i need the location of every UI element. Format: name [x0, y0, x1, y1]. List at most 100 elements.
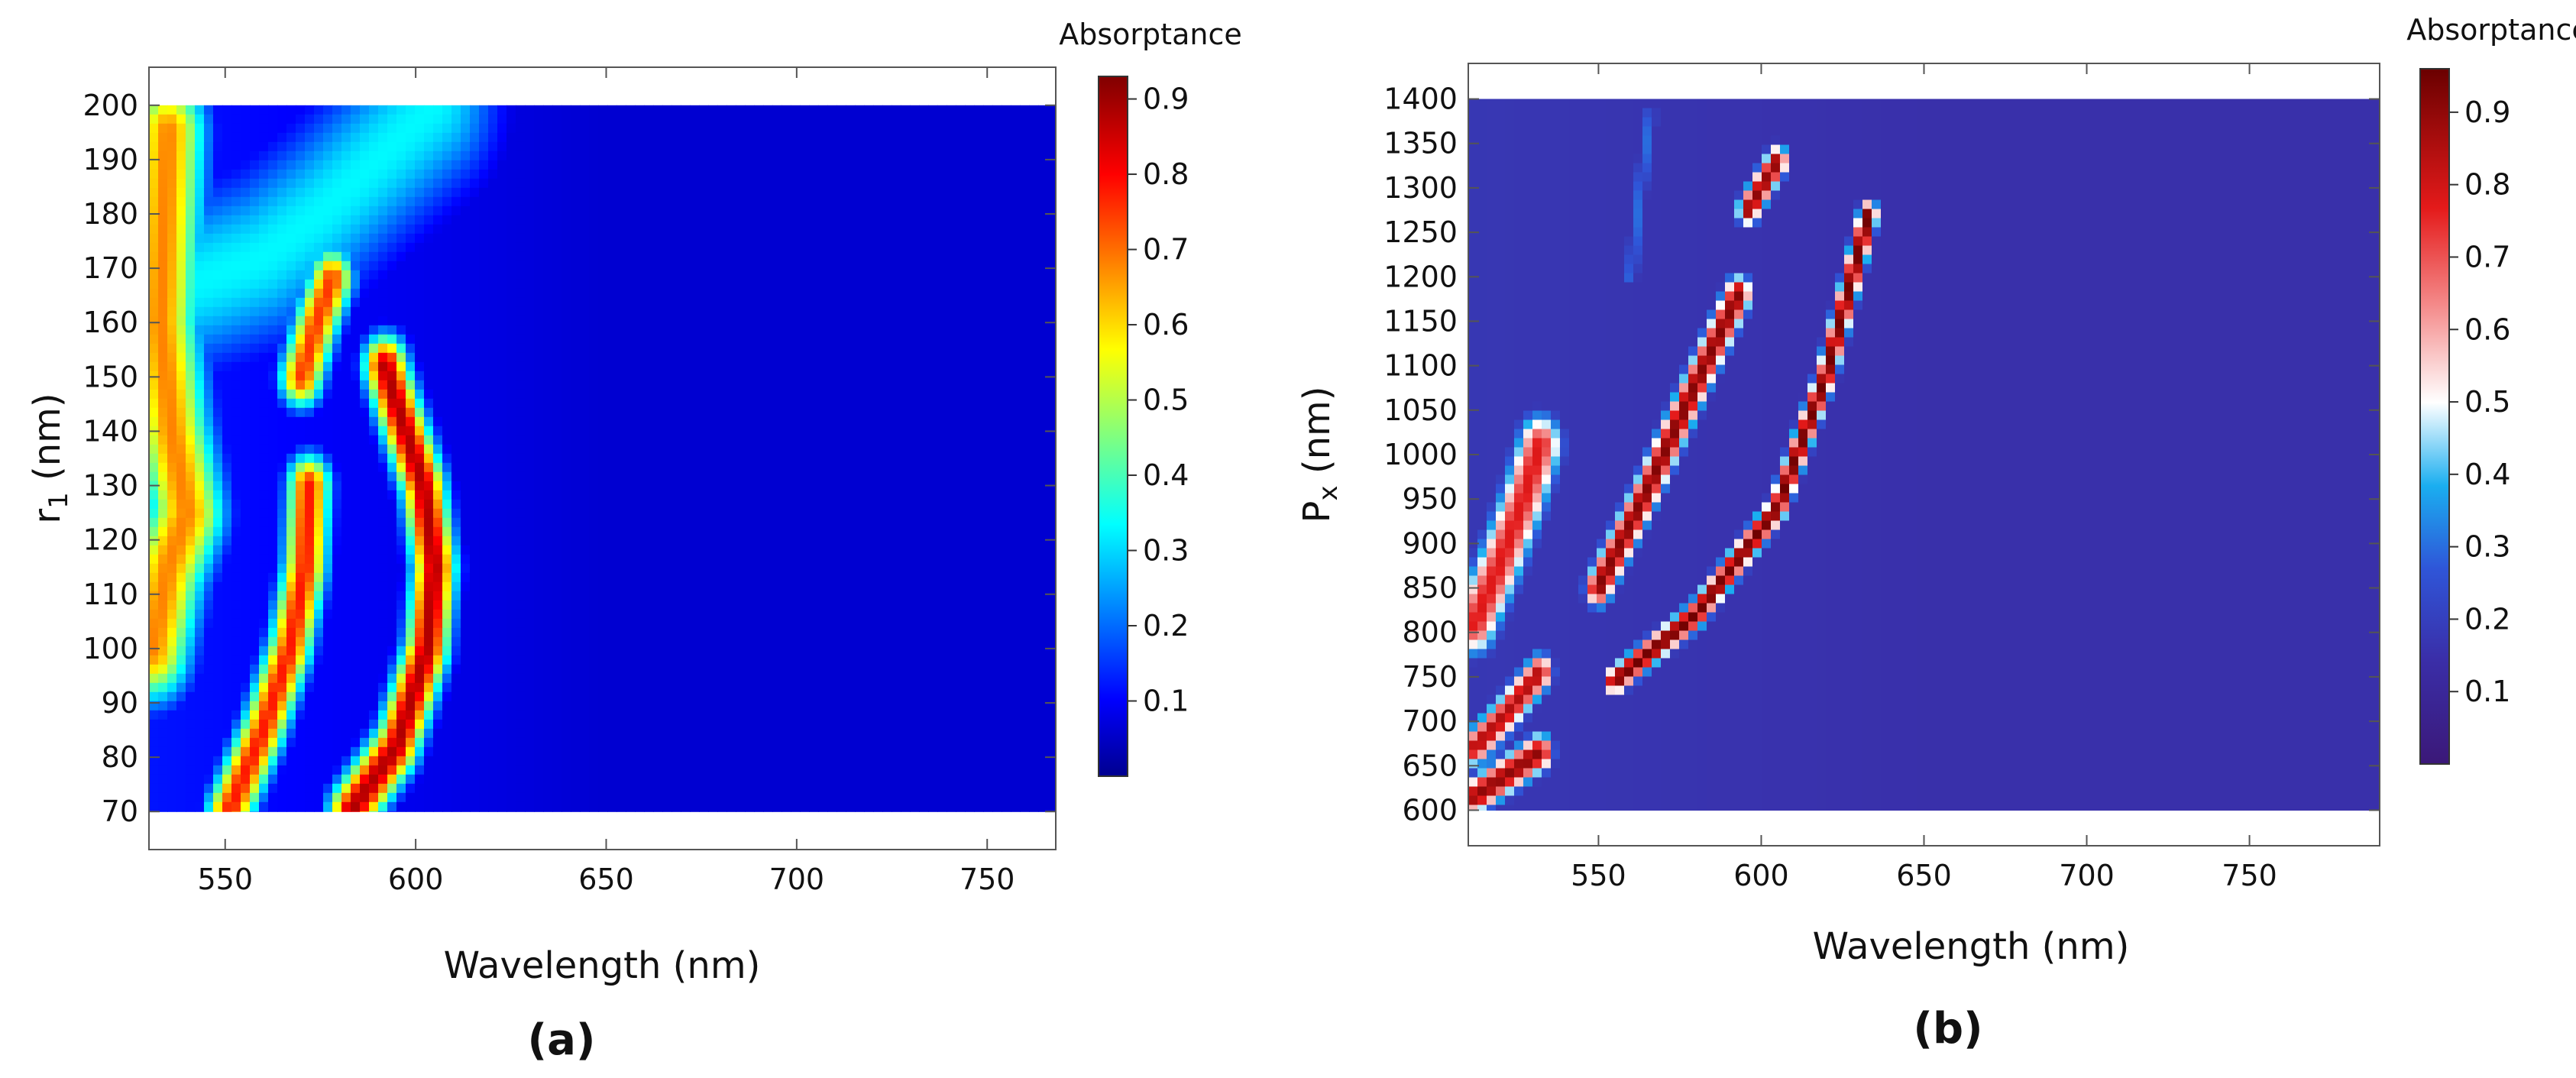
- heatmap-cell: [451, 417, 461, 427]
- heatmap-cell: [635, 371, 645, 381]
- heatmap-cell: [745, 234, 755, 244]
- heatmap-cell: [516, 206, 526, 216]
- heatmap-cell: [1020, 252, 1030, 262]
- heatmap-cell: [616, 243, 626, 253]
- heatmap-cell: [754, 206, 764, 216]
- heatmap-cell: [451, 215, 461, 225]
- heatmap-cell: [1038, 105, 1048, 115]
- heatmap-cell: [516, 518, 526, 528]
- heatmap-cell: [186, 179, 196, 189]
- heatmap-cell: [607, 435, 617, 445]
- heatmap-cell: [782, 225, 791, 235]
- heatmap-cell: [1002, 353, 1011, 363]
- heatmap-cell: [992, 545, 1002, 555]
- heatmap-cell: [919, 280, 929, 290]
- heatmap-cell: [662, 380, 672, 390]
- heatmap-cell: [598, 160, 608, 170]
- heatmap-cell: [901, 261, 911, 271]
- heatmap-cell: [470, 380, 480, 390]
- heatmap-cell: [158, 188, 168, 198]
- heatmap-cell: [543, 472, 553, 482]
- heatmap-cell: [937, 545, 947, 555]
- heatmap-cell: [1020, 380, 1030, 390]
- heatmap-cell: [919, 500, 929, 510]
- heatmap-cell: [846, 197, 856, 207]
- heatmap-cell: [525, 124, 535, 134]
- heatmap-cell: [635, 399, 645, 409]
- heatmap-cell: [433, 490, 443, 500]
- heatmap-cell: [268, 445, 278, 455]
- heatmap-cell: [681, 426, 691, 436]
- heatmap-cell: [965, 380, 975, 390]
- heatmap-cell: [644, 215, 654, 225]
- heatmap-cell: [653, 500, 663, 510]
- heatmap-cell: [158, 115, 168, 125]
- heatmap-cell: [992, 435, 1002, 445]
- heatmap-cell: [286, 179, 296, 189]
- heatmap-cell: [616, 105, 626, 115]
- heatmap-cell: [149, 179, 159, 189]
- heatmap-cell: [1047, 170, 1057, 180]
- heatmap-cell: [635, 463, 645, 473]
- heatmap-cell: [561, 280, 571, 290]
- heatmap-cell: [937, 481, 947, 491]
- heatmap-cell: [727, 472, 736, 482]
- heatmap-cell: [708, 307, 718, 317]
- heatmap-cell: [672, 270, 681, 280]
- heatmap-cell: [231, 105, 241, 115]
- heatmap-cell: [516, 417, 526, 427]
- heatmap-cell: [1011, 380, 1021, 390]
- heatmap-cell: [800, 215, 810, 225]
- heatmap-cell: [213, 463, 223, 473]
- heatmap-cell: [176, 545, 186, 555]
- heatmap-cell: [204, 481, 214, 491]
- heatmap-cell: [800, 325, 810, 335]
- heatmap-cell: [470, 445, 480, 455]
- heatmap-cell: [763, 261, 773, 271]
- heatmap-cell: [451, 445, 461, 455]
- heatmap-cell: [204, 490, 214, 500]
- heatmap-cell: [186, 160, 196, 170]
- heatmap-cell: [965, 463, 975, 473]
- heatmap-cell: [855, 417, 865, 427]
- heatmap-cell: [195, 481, 205, 491]
- heatmap-cell: [892, 188, 901, 198]
- heatmap-cell: [827, 335, 837, 345]
- heatmap-cell: [561, 206, 571, 216]
- heatmap-cell: [415, 179, 425, 189]
- heatmap-cell: [809, 289, 819, 299]
- heatmap-cell: [213, 151, 223, 161]
- heatmap-cell: [864, 353, 874, 363]
- heatmap-cell: [965, 353, 975, 363]
- heatmap-cell: [598, 252, 608, 262]
- heatmap-cell: [451, 353, 461, 363]
- heatmap-cell: [1020, 335, 1030, 345]
- heatmap-cell: [415, 435, 425, 445]
- heatmap-cell: [158, 509, 168, 519]
- heatmap-cell: [616, 215, 626, 225]
- heatmap-cell: [626, 270, 636, 280]
- heatmap-cell: [323, 133, 333, 143]
- heatmap-cell: [1029, 399, 1039, 409]
- heatmap-cell: [442, 225, 452, 235]
- heatmap-cell: [754, 353, 764, 363]
- heatmap-cell: [433, 445, 443, 455]
- heatmap-cell: [791, 353, 801, 363]
- heatmap-cell: [497, 325, 507, 335]
- heatmap-cell: [965, 335, 975, 345]
- heatmap-cell: [1047, 518, 1057, 528]
- heatmap-cell: [745, 545, 755, 555]
- heatmap-cell: [864, 509, 874, 519]
- heatmap-cell: [360, 426, 370, 436]
- heatmap-cell: [1047, 399, 1057, 409]
- heatmap-cell: [424, 307, 434, 317]
- heatmap-cell: [827, 527, 837, 537]
- heatmap-cell: [332, 243, 342, 253]
- heatmap-cell: [873, 316, 883, 326]
- heatmap-cell: [782, 307, 791, 317]
- heatmap-cell: [882, 270, 892, 280]
- heatmap-cell: [387, 426, 397, 436]
- heatmap-cell: [158, 362, 168, 372]
- heatmap-cell: [763, 527, 773, 537]
- heatmap-cell: [424, 179, 434, 189]
